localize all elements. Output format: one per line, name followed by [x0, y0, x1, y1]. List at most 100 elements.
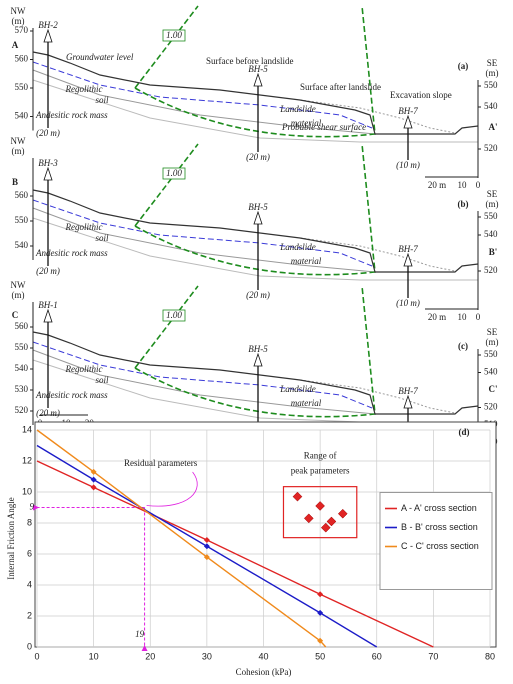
scale-bar-label: 20 m	[428, 180, 446, 190]
soil-label: Regolithic	[65, 222, 103, 232]
right-tick-label: 550	[484, 349, 498, 359]
left-tick-label: 570	[15, 25, 29, 35]
panel-label: (d)	[459, 427, 470, 437]
borehole-name: BH-7	[398, 244, 418, 254]
soil-boundary	[32, 69, 376, 135]
left-unit: (m)	[12, 290, 25, 300]
soil-label: Regolithic	[65, 364, 103, 374]
left-unit: (m)	[12, 16, 25, 26]
soil-label: soil	[95, 233, 109, 243]
surface-before	[299, 237, 456, 272]
right-unit: (m)	[486, 68, 499, 78]
soil-label: soil	[95, 375, 109, 385]
right-tick-label: 520	[484, 402, 498, 412]
start-label: B	[12, 177, 18, 187]
right-unit: (m)	[486, 337, 499, 347]
safety-factor-box	[162, 29, 186, 42]
right-title: SE	[487, 327, 498, 337]
peak-label: Range of	[304, 451, 337, 461]
right-tick-label: 540	[484, 367, 498, 377]
borehole-name: BH-5	[248, 64, 268, 74]
right-tick-label: 540	[484, 101, 498, 111]
ground-surface	[32, 51, 479, 135]
x-axis-title: Cohesion (kPa)	[236, 667, 292, 677]
left-tick-label: 540	[15, 111, 29, 121]
series-marker	[90, 484, 97, 491]
peak-point	[292, 491, 303, 502]
left-title: NW	[11, 280, 26, 290]
peak-point	[315, 501, 325, 511]
y-tick-label: 6	[27, 548, 32, 558]
residual-pointer	[146, 471, 198, 507]
cross-section: 1.00 BH-3 (20 m) BH-5 (20 m) BH-7 (10 m) Regoli…	[32, 143, 479, 308]
right-unit: (m)	[486, 199, 499, 209]
series-marker	[90, 468, 97, 475]
left-tick-label: 550	[15, 342, 29, 352]
peak-label: peak parameters	[291, 466, 350, 476]
start-label: A	[12, 40, 19, 50]
borehole-depth: (20 m)	[246, 290, 270, 300]
right-tick-label: 550	[484, 80, 498, 90]
soil-boundary	[32, 349, 376, 415]
shear-arm	[134, 143, 199, 227]
residual-label: Residual parameters	[124, 458, 198, 468]
panel-label: (b)	[458, 199, 469, 209]
borehole-name: BH-3	[38, 158, 58, 168]
series-marker	[203, 537, 210, 544]
y-tick-label: 12	[22, 455, 32, 465]
left-tick-label: 520	[15, 405, 29, 415]
x-tick-label: 70	[428, 651, 438, 661]
x-tick-label: 30	[202, 651, 212, 661]
borehole-name: BH-1	[38, 300, 58, 310]
rock-boundary	[32, 217, 478, 281]
y-tick-label: 0	[27, 641, 32, 651]
safety-factor-box	[162, 309, 186, 322]
y-axis-title: Internal Friction Angle	[6, 497, 16, 579]
borehole-depth: (20 m)	[36, 128, 60, 138]
shear-surface	[134, 5, 376, 138]
borehole-depth: (20 m)	[36, 408, 60, 418]
end-label: B'	[489, 247, 498, 257]
x-tick-label: 50	[315, 651, 325, 661]
right-tick-label: 520	[484, 265, 498, 275]
borehole-rig	[403, 394, 413, 409]
left-tick-label: 540	[15, 240, 29, 250]
y-tick-label: 4	[27, 579, 32, 589]
left-tick-label: 560	[15, 190, 29, 200]
series-marker	[203, 554, 210, 561]
residual-y-label: 9	[30, 502, 35, 512]
rock-boundary	[32, 79, 478, 143]
series-marker	[317, 591, 324, 598]
borehole-rig	[403, 252, 413, 267]
right-title: SE	[487, 189, 498, 199]
borehole-rig	[253, 352, 263, 367]
shear-surface	[134, 143, 376, 276]
borehole-rig	[253, 72, 263, 87]
left-tick-label: 540	[15, 363, 29, 373]
x-tick-label: 60	[372, 651, 382, 661]
scale-bar-label: 0	[476, 312, 481, 322]
soil-boundary	[32, 207, 376, 273]
borehole-name: BH-7	[398, 386, 418, 396]
peak-point	[326, 516, 337, 527]
landslide-label: material	[291, 118, 322, 128]
legend-label: C - C' cross section	[401, 541, 479, 551]
left-title: NW	[11, 6, 26, 16]
y-tick-label: 8	[27, 517, 32, 527]
landslide-label: Landslide	[279, 384, 316, 394]
ground-surface	[32, 189, 479, 273]
right-tick-label: 550	[484, 211, 498, 221]
rock-label: Andesitic rock mass	[35, 390, 108, 400]
y-tick-label: 2	[27, 610, 32, 620]
shear-arm	[134, 285, 199, 369]
left-unit: (m)	[12, 146, 25, 156]
surface-before-note: Surface before landslide	[206, 56, 293, 66]
x-tick-label: 10	[89, 651, 99, 661]
borehole-rig	[43, 166, 53, 181]
soil-label: soil	[95, 95, 109, 105]
borehole-depth: (10 m)	[396, 298, 420, 308]
groundwater-note: Groundwater level	[66, 52, 134, 62]
peak-point	[337, 508, 348, 519]
